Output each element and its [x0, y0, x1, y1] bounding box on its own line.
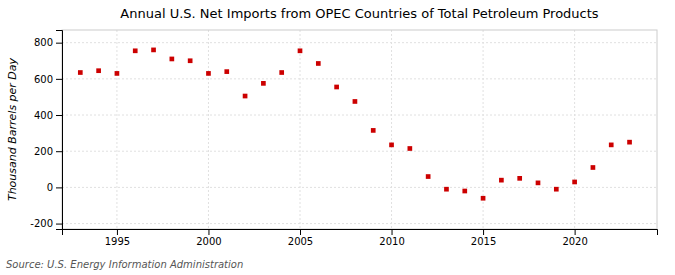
x-tick-label: 2000 — [196, 236, 221, 247]
x-tick-mark — [575, 229, 576, 235]
y-tick: 800 — [34, 37, 62, 48]
x-tick: 2005 — [288, 229, 313, 247]
x-tick-label: 2015 — [471, 236, 496, 247]
point — [224, 69, 229, 74]
point — [572, 180, 577, 185]
point — [353, 99, 358, 104]
grid-line-y — [62, 151, 657, 152]
y-tick: -200 — [30, 218, 62, 229]
source-note: Source: U.S. Energy Information Administ… — [6, 259, 243, 270]
grid — [62, 30, 657, 229]
point — [78, 70, 83, 75]
plot-area: 1995 2000 2005 2010 2015 2020 -200 0 200 400 600 80… — [30, 30, 657, 247]
grid-line-x — [300, 30, 301, 229]
point — [334, 85, 339, 90]
y-tick-label: 800 — [34, 37, 53, 48]
y-axis-label: Thousand Barrels per Day — [6, 57, 19, 201]
grid-line-x — [208, 30, 209, 229]
x-tick-mark — [208, 229, 209, 235]
point — [408, 146, 413, 151]
point — [591, 165, 596, 170]
grid-line-y — [62, 78, 657, 79]
y-tick-mark — [56, 224, 62, 225]
y-tick: 600 — [34, 74, 62, 85]
point — [170, 57, 175, 62]
y-tick-label: -200 — [30, 218, 53, 229]
grid-line-y — [62, 42, 657, 43]
point — [115, 71, 120, 76]
x-tick-mark — [392, 229, 393, 235]
point — [536, 181, 541, 186]
x-tick-mark — [117, 229, 118, 235]
point — [481, 196, 486, 201]
point — [188, 58, 193, 63]
x-axis-line — [63, 230, 658, 236]
y-tick-label: 200 — [34, 146, 53, 157]
title: Annual U.S. Net Imports from OPEC Countr… — [120, 6, 598, 21]
point — [444, 187, 449, 192]
point — [462, 189, 467, 194]
y-tick-label: 0 — [47, 182, 53, 193]
y-tick-mark — [56, 187, 62, 188]
point — [554, 187, 559, 192]
x-tick-mark — [483, 229, 484, 235]
x-tick: 2020 — [562, 229, 587, 247]
x-tick-mark — [300, 229, 301, 235]
point — [426, 174, 431, 179]
y-tick-mark — [56, 79, 62, 80]
y-tick-mark — [56, 151, 62, 152]
point — [279, 70, 284, 75]
plot-frame — [62, 30, 657, 229]
point — [609, 143, 614, 148]
point — [261, 81, 266, 86]
x-tick: 2000 — [196, 229, 221, 247]
point — [243, 94, 248, 99]
point — [96, 68, 101, 73]
x-tick: 1995 — [105, 229, 130, 247]
x-tick-label: 1995 — [105, 236, 130, 247]
point — [389, 143, 394, 148]
y-axis-line — [56, 31, 63, 230]
y-tick-mark — [56, 43, 62, 44]
grid-line-x — [574, 30, 575, 229]
chart-svg: 1995 2000 2005 2010 2015 2020 -200 0 200 400 600 80… — [0, 0, 675, 275]
grid-line-x — [116, 30, 117, 229]
point — [517, 176, 522, 181]
point — [627, 140, 632, 145]
y-axis: -200 0 200 400 600 800 — [30, 31, 62, 230]
x-tick: 2010 — [379, 229, 404, 247]
grid-line-y — [62, 223, 657, 224]
y-tick: 400 — [34, 110, 62, 121]
x-tick-label: 2005 — [288, 236, 313, 247]
point — [371, 128, 376, 133]
point — [499, 178, 504, 183]
points — [78, 48, 632, 201]
point — [298, 48, 303, 53]
x-tick-label: 2020 — [562, 236, 587, 247]
grid-line-y — [62, 187, 657, 188]
y-tick-mark — [56, 115, 62, 116]
point — [133, 48, 138, 53]
point — [206, 71, 211, 76]
chart-container: 1995 2000 2005 2010 2015 2020 -200 0 200 400 600 80… — [0, 0, 675, 275]
y-tick-label: 400 — [34, 110, 53, 121]
y-tick: 0 — [47, 182, 62, 193]
grid-line-x — [391, 30, 392, 229]
grid-line-y — [62, 115, 657, 116]
x-tick: 2015 — [471, 229, 496, 247]
x-tick-label: 2010 — [379, 236, 404, 247]
y-tick-label: 600 — [34, 74, 53, 85]
point — [151, 48, 156, 53]
y-tick: 200 — [34, 146, 62, 157]
x-axis: 1995 2000 2005 2010 2015 2020 — [63, 229, 658, 247]
point — [316, 61, 321, 66]
